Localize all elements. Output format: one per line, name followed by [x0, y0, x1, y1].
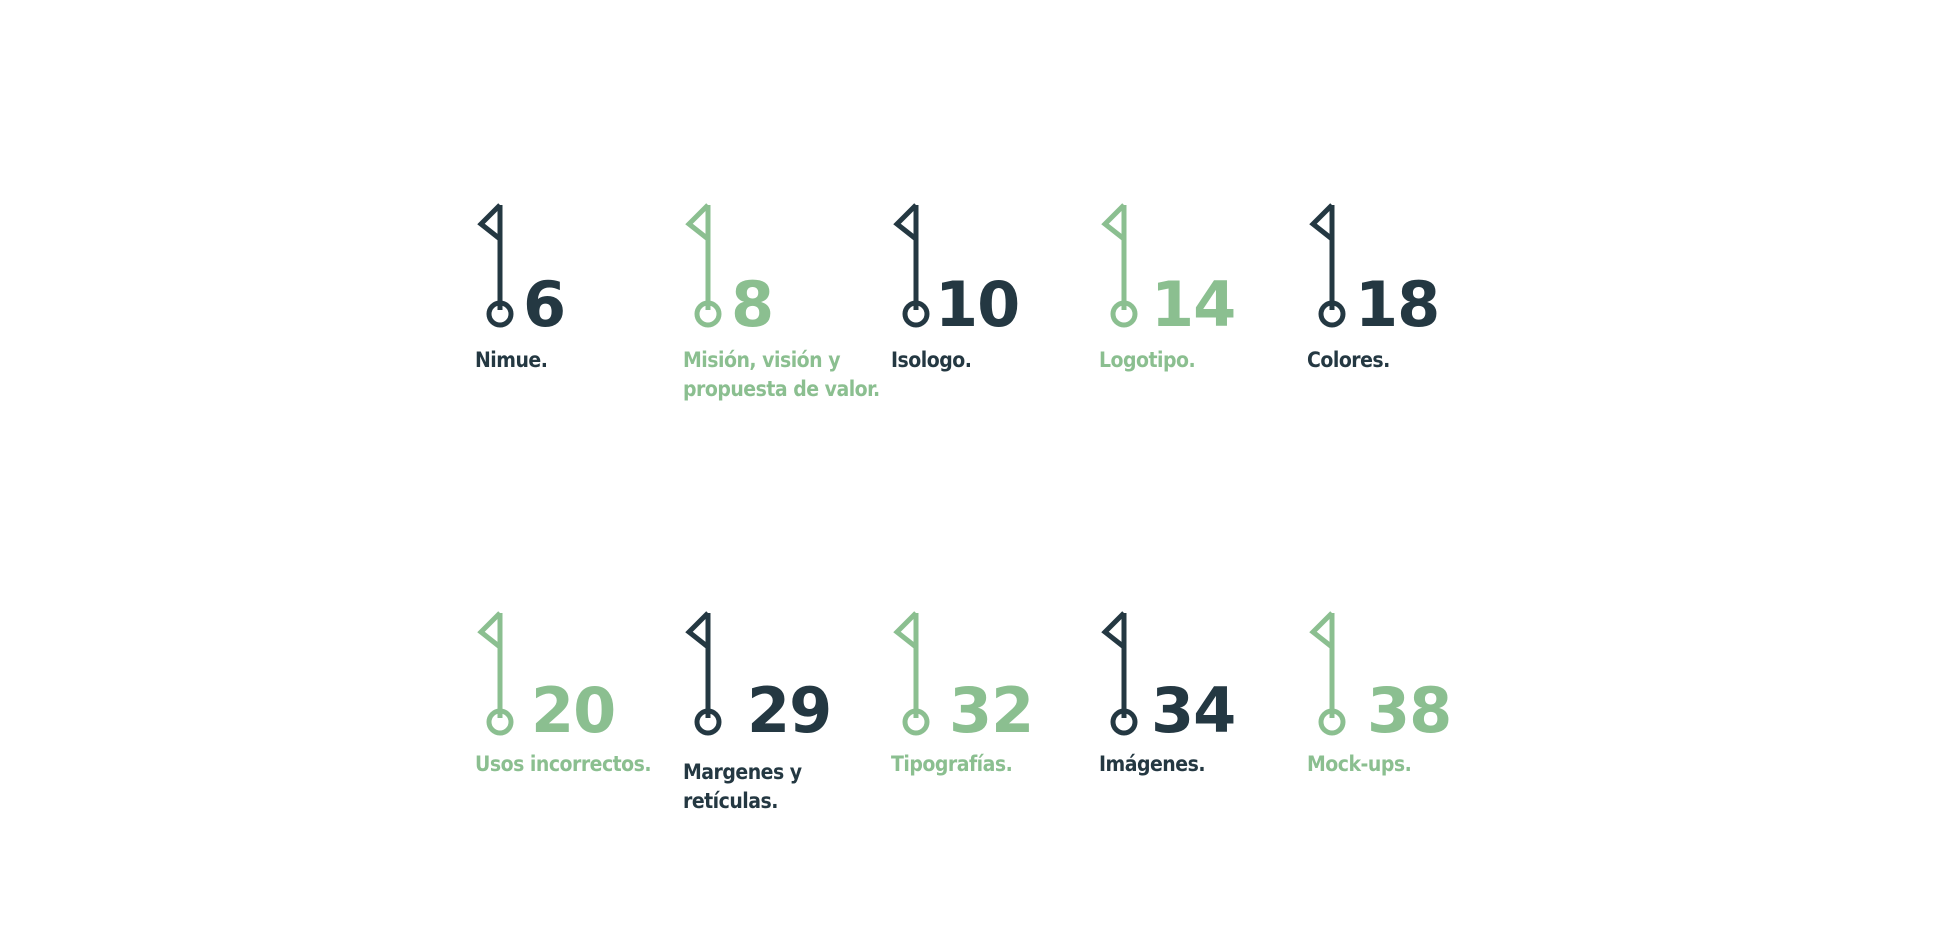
- toc-entry-colores[interactable]: 18 Colores.: [1307, 202, 1517, 422]
- page-number: 10: [935, 268, 1020, 341]
- toc-entry-tipografias[interactable]: 32 Tipografías.: [891, 610, 1101, 830]
- flag-pin-icon: [1309, 611, 1346, 736]
- page-number: 20: [531, 674, 616, 747]
- page-number: 29: [747, 674, 832, 747]
- page-number: 34: [1151, 674, 1236, 747]
- flag-pin-icon: [1101, 611, 1138, 736]
- toc-entry-logotipo[interactable]: 14 Logotipo.: [1099, 202, 1309, 422]
- flag-pin-icon: [685, 203, 722, 328]
- toc-entry-nimue[interactable]: 6 Nimue.: [475, 202, 685, 422]
- page-number: 38: [1367, 674, 1452, 747]
- page-number: 32: [949, 674, 1034, 747]
- entry-title: Tipografías.: [891, 752, 1013, 776]
- flag-pin-icon: [477, 611, 514, 736]
- toc-entry-mock-ups[interactable]: 38 Mock-ups.: [1307, 610, 1517, 830]
- entry-title: Margenes y retículas.: [683, 760, 802, 813]
- page-number: 18: [1355, 268, 1440, 341]
- toc-entry-usos-incorrectos[interactable]: 20 Usos incorrectos.: [475, 610, 685, 830]
- flag-pin-icon: [1101, 203, 1138, 328]
- flag-pin-icon: [685, 611, 722, 736]
- flag-pin-icon: [477, 203, 514, 328]
- flag-pin-icon: [893, 203, 930, 328]
- toc-entry-margenes[interactable]: 29 Margenes y retículas.: [683, 610, 893, 830]
- page-number: 6: [523, 268, 566, 341]
- entry-title: Nimue.: [475, 348, 548, 372]
- entry-title: Misión, visión y propuesta de valor.: [683, 348, 880, 401]
- entry-title: Colores.: [1307, 348, 1390, 372]
- entry-title: Usos incorrectos.: [475, 752, 652, 776]
- entry-title: Logotipo.: [1099, 348, 1196, 372]
- toc-entry-imagenes[interactable]: 34 Imágenes.: [1099, 610, 1309, 830]
- page-number: 8: [731, 268, 774, 341]
- toc-entry-mision-vision[interactable]: 8 Misión, visión y propuesta de valor.: [683, 202, 893, 422]
- flag-pin-icon: [1309, 203, 1346, 328]
- entry-title: Mock-ups.: [1307, 752, 1412, 776]
- flag-pin-icon: [893, 611, 930, 736]
- entry-title: Isologo.: [891, 348, 972, 372]
- page-number: 14: [1151, 268, 1236, 341]
- toc-entry-isologo[interactable]: 10 Isologo.: [891, 202, 1101, 422]
- entry-title: Imágenes.: [1099, 752, 1206, 776]
